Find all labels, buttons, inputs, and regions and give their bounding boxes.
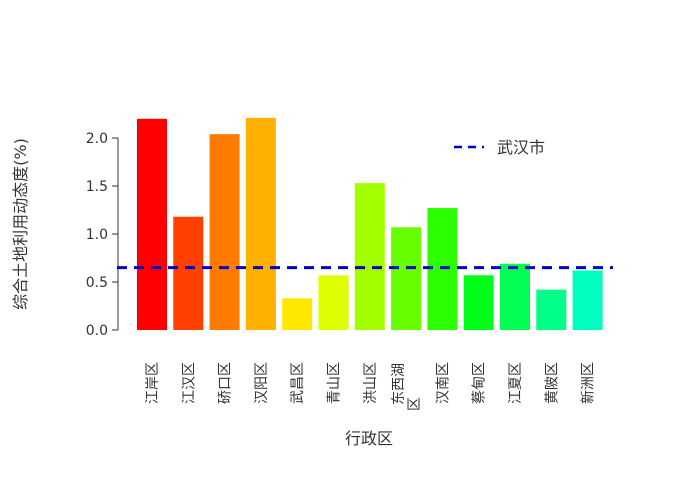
- bar-10: [463, 275, 494, 330]
- category-label: 黄陂区: [543, 362, 560, 404]
- bar-7: [354, 183, 385, 330]
- category-label: 硚口区: [218, 362, 234, 404]
- bar-5: [282, 298, 313, 330]
- bar-6: [318, 275, 349, 330]
- bar-1: [137, 118, 167, 330]
- y-axis-title: 综合土地利用动态度(%): [11, 138, 30, 310]
- legend: 武汉市: [454, 138, 545, 157]
- category-label: 青山区: [327, 362, 343, 404]
- y-tick-label: 2.0: [86, 131, 108, 147]
- category-label: 武昌区: [290, 362, 306, 404]
- bar-13: [572, 270, 603, 330]
- y-tick-label: 1.0: [86, 227, 108, 243]
- bar-3: [209, 134, 240, 330]
- category-label: 汉南区: [435, 362, 451, 404]
- category-label: 蔡甸区: [472, 362, 488, 404]
- category-labels: 江岸区 江汉区 硚口区 汉阳区 武昌区 青山区 洪山区 东西湖区 汉南区 蔡甸区 江夏区 黄陂区 新洲区: [145, 362, 597, 411]
- category-label: 江岸区: [145, 362, 161, 404]
- bar-8: [391, 227, 422, 330]
- category-label: 东西湖区: [391, 363, 423, 411]
- y-axis: 0.0 0.5 1.0 1.5 2.0: [86, 131, 119, 339]
- legend-label: 武汉市: [497, 138, 545, 157]
- bar-11: [500, 263, 530, 330]
- bar-12: [536, 289, 567, 330]
- bars: [137, 117, 603, 330]
- y-tick-label: 0.0: [86, 323, 108, 339]
- bar-4: [245, 117, 276, 330]
- category-label: 洪山区: [363, 362, 379, 404]
- category-label: 江汉区: [181, 362, 197, 404]
- category-label: 汉阳区: [254, 362, 270, 404]
- category-label: 新洲区: [581, 362, 597, 404]
- y-tick-label: 1.5: [86, 179, 108, 195]
- category-label: 江夏区: [508, 362, 524, 404]
- x-axis-title: 行政区: [345, 429, 393, 448]
- y-tick-label: 0.5: [86, 275, 108, 291]
- bar-2: [173, 216, 204, 330]
